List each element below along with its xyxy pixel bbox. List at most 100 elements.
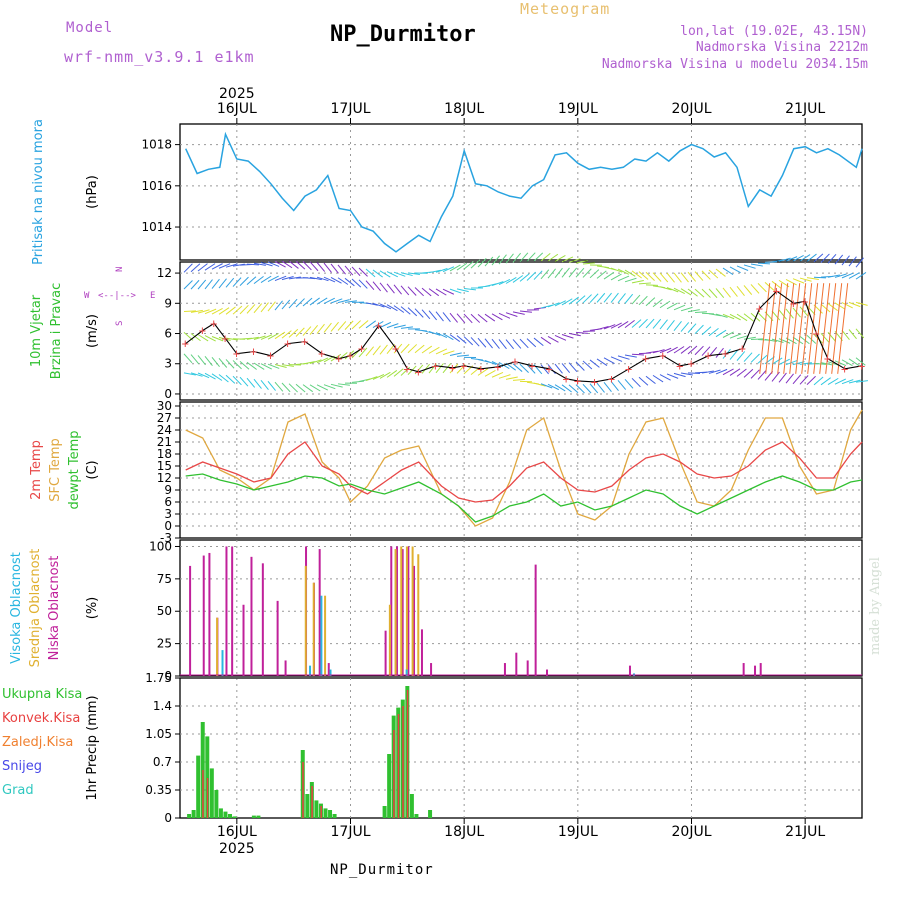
wind-barb [316, 276, 329, 282]
wind-barb [351, 380, 364, 383]
wind-barb [596, 270, 607, 279]
wind-barb [337, 264, 346, 275]
wind-speed-marker: + [773, 284, 780, 298]
wind-barb [547, 383, 559, 391]
wind-barb [498, 279, 511, 285]
wind-barb [491, 371, 504, 378]
cloud-bar [189, 565, 192, 676]
wind-barb [743, 264, 756, 269]
wind-barb [253, 362, 265, 370]
wind-barb [722, 331, 734, 338]
wind-barb [253, 378, 262, 389]
wind-barb [659, 286, 672, 291]
y-tick-label-precip: 1.75 [145, 671, 172, 685]
y-unit-label-precip: 1hr Precip (mm) [85, 695, 100, 800]
cloud-bar [628, 665, 631, 676]
wind-barb [477, 337, 487, 348]
wind-barb [652, 349, 665, 354]
wind-barb [274, 300, 283, 311]
wind-barb [470, 357, 483, 361]
cloud-bar [208, 552, 211, 676]
precip-total-bar [428, 810, 433, 818]
wind-barb [575, 267, 585, 278]
wind-barb [673, 372, 686, 378]
wind-barb [267, 380, 276, 391]
wind-speed-marker: + [477, 362, 484, 376]
wind-barb [575, 331, 588, 334]
panel-frame-clouds [179, 539, 863, 677]
wind-speed-marker: + [659, 349, 666, 363]
cloud-bar [407, 546, 410, 676]
page-title: NP_Durmitor [330, 22, 476, 47]
wind-barb [484, 369, 496, 377]
wind-barb [554, 254, 566, 262]
wind-barb [274, 275, 287, 282]
wind-barb [624, 319, 635, 328]
wind-barb [183, 310, 197, 313]
wind-barb [323, 297, 335, 304]
cloud-bar [405, 546, 408, 676]
wind-barb [281, 364, 294, 367]
cloud-bar [231, 546, 234, 676]
wind-barb [715, 288, 725, 298]
wind-barb [652, 318, 662, 329]
wind-barb [372, 345, 381, 356]
wind-speed-marker: + [574, 374, 581, 388]
wind-barb [393, 284, 402, 295]
wind-barb [743, 352, 753, 362]
wind-barb [512, 363, 523, 372]
wind-barb [218, 374, 229, 383]
sfc-temp-line [185, 409, 863, 527]
wind-barb [589, 383, 599, 394]
wind-barb [750, 353, 760, 363]
wind-barb [260, 334, 273, 340]
wind-barb [806, 277, 819, 280]
cloud-bar [284, 660, 287, 676]
wind-barb [799, 254, 811, 262]
wind-barb [757, 312, 767, 322]
wind-barb [316, 384, 329, 391]
wind-barb [505, 253, 514, 264]
wind-barb [400, 306, 411, 315]
wind-barb [400, 343, 410, 354]
wind-barb [554, 267, 563, 278]
wind-barb [659, 374, 671, 381]
wind-barb [848, 358, 860, 366]
wind-barb [820, 332, 830, 343]
panel-frame-wind [179, 261, 863, 401]
y-tick-label-temperature: -3 [160, 531, 172, 545]
y-tick-label-clouds: 0 [164, 669, 172, 683]
wind-barb [617, 380, 627, 390]
wind-barb [246, 304, 256, 314]
wind-barb [785, 359, 798, 366]
wind-barb [547, 336, 559, 343]
wind-barb [484, 338, 493, 349]
cloud-bar [318, 549, 321, 676]
wind-barb [750, 263, 763, 267]
precip-total-bar [332, 814, 337, 818]
wind-barb [239, 304, 249, 315]
wind-barb [393, 324, 406, 329]
wind-barb [505, 312, 518, 317]
precip-total-bar [256, 815, 261, 818]
wind-barb [561, 298, 573, 306]
wind-barb [792, 374, 802, 385]
wind-barb [785, 373, 794, 384]
cloud-bar [411, 546, 414, 676]
wind-barb [428, 331, 441, 336]
cloud-bar [324, 595, 327, 676]
wind-speed-marker: + [528, 359, 535, 373]
wind-barb [638, 271, 649, 280]
wind-barb [687, 288, 698, 297]
wind-barb [456, 354, 469, 357]
wind-barb [589, 269, 600, 279]
wind-barb [274, 381, 284, 392]
wind-barb [211, 356, 220, 367]
wind-barb [491, 338, 500, 349]
wind-barb [603, 271, 615, 280]
wind-barb [820, 253, 830, 263]
wind-barb [190, 279, 200, 290]
wind-barb [680, 345, 691, 354]
wind-barb [428, 363, 437, 374]
wind-barb [834, 254, 844, 265]
